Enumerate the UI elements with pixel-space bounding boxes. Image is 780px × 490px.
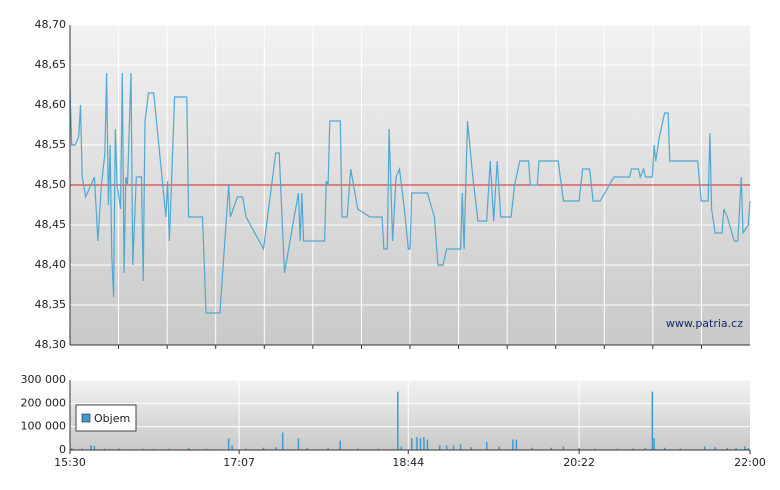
y-tick-label: 48,50 — [35, 178, 67, 191]
volume-bar — [419, 438, 422, 450]
volume-bar — [339, 440, 342, 450]
volume-bar — [735, 447, 737, 450]
volume-bar — [377, 448, 380, 450]
volume-bar — [470, 447, 472, 450]
volume-bar — [512, 439, 514, 450]
y-tick-label: 0 — [59, 443, 66, 456]
legend: Objem — [75, 404, 137, 432]
volume-bar — [485, 441, 488, 450]
volume-bar — [653, 438, 655, 450]
y-tick-label: 48,35 — [35, 298, 67, 311]
y-tick-label: 48,70 — [35, 18, 67, 31]
volume-bar — [703, 446, 706, 450]
volume-bar — [245, 448, 247, 450]
volume-bar — [81, 448, 83, 450]
y-tick-label: 48,65 — [35, 58, 67, 71]
volume-bar — [205, 448, 207, 450]
volume-bar — [679, 448, 682, 450]
volume-bar — [531, 447, 533, 450]
volume-bar — [426, 439, 429, 450]
volume-bar — [459, 444, 462, 450]
volume-bar — [397, 391, 399, 450]
volume-bar — [231, 445, 233, 450]
y-tick-label: 300 000 — [21, 373, 67, 386]
volume-bar — [142, 448, 144, 450]
volume-bar — [726, 448, 729, 450]
x-tick-label: 18:44 — [392, 456, 424, 469]
volume-bar — [306, 448, 308, 450]
volume-bar — [644, 447, 647, 450]
volume-bar — [744, 446, 746, 450]
x-tick-label: 17:07 — [223, 456, 255, 469]
volume-bar — [168, 448, 171, 450]
x-tick-label: 22:00 — [734, 456, 766, 469]
volume-bar — [663, 447, 666, 450]
volume-bar — [262, 447, 265, 450]
volume-bar — [274, 447, 277, 450]
volume-bar — [297, 438, 300, 450]
price-line — [69, 72, 751, 314]
volume-bar — [515, 439, 518, 450]
volume-bar — [416, 437, 418, 450]
volume-bar — [550, 447, 552, 450]
volume-bar — [187, 448, 190, 450]
volume-bar — [327, 447, 329, 450]
volume-bar — [90, 445, 92, 450]
volume-bar — [281, 432, 284, 450]
volume-bar — [356, 448, 359, 450]
volume-bar — [438, 445, 441, 450]
y-tick-label: 48,45 — [35, 218, 67, 231]
y-tick-label: 48,55 — [35, 138, 67, 151]
volume-bar — [714, 447, 716, 450]
legend-label: Objem — [94, 412, 130, 425]
x-tick-label: 15:30 — [54, 456, 86, 469]
volume-bar — [423, 437, 425, 450]
volume-bar — [400, 446, 403, 450]
y-tick-label: 48,40 — [35, 258, 67, 271]
volume-bar — [562, 446, 565, 450]
volume-bar — [578, 448, 580, 450]
volume-bar — [747, 448, 750, 450]
x-tick-label: 20:22 — [563, 456, 595, 469]
volume-bar — [651, 391, 654, 450]
volume-bar — [594, 448, 596, 450]
y-tick-label: 48,60 — [35, 98, 67, 111]
volume-bar — [104, 448, 106, 450]
volume-bar — [227, 438, 230, 450]
y-tick-label: 200 000 — [21, 396, 67, 409]
volume-bar — [632, 448, 634, 450]
volume-bar — [70, 448, 73, 450]
volume-bar — [616, 448, 619, 450]
volume-bar — [445, 445, 448, 450]
y-tick-label: 48,30 — [35, 338, 67, 351]
volume-bar — [93, 445, 96, 450]
watermark: www.patria.cz — [666, 317, 743, 330]
volume-plot-area — [70, 380, 750, 450]
volume-bar — [498, 446, 500, 450]
volume-bar — [452, 445, 455, 450]
volume-bar — [410, 438, 413, 450]
legend-swatch — [81, 413, 91, 423]
volume-bar — [118, 448, 120, 450]
y-tick-label: 100 000 — [21, 420, 67, 433]
